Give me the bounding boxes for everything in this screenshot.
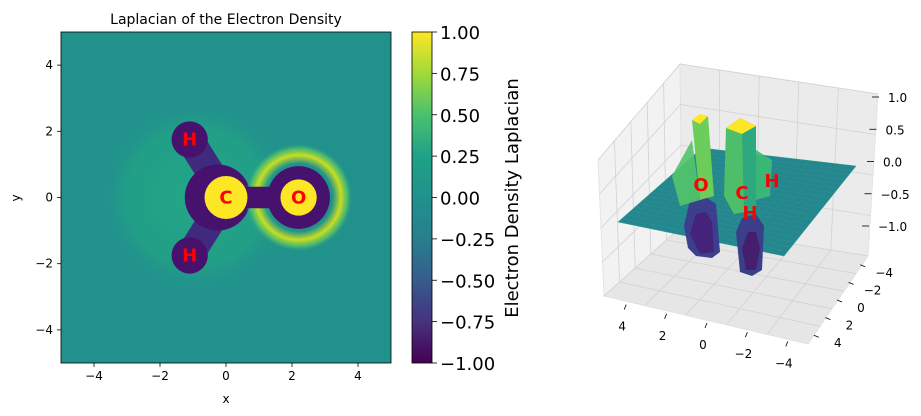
colorbar-tick-label: 0.00 <box>440 189 480 210</box>
heatmap-y-axis: −4 −2 0 2 4 <box>35 58 61 337</box>
surface-atom-label: H <box>764 171 779 192</box>
colorbar-tick-label: −0.75 <box>440 313 495 334</box>
x3d-tick-label: 0 <box>699 338 707 352</box>
surface-atom-label: H <box>742 203 757 224</box>
mesh-line <box>775 164 849 255</box>
grid-line <box>679 63 879 95</box>
x3d-tick-mark <box>785 341 789 347</box>
mesh-line <box>767 164 841 253</box>
z-tick-label: 0.5 <box>886 123 905 137</box>
x3d-tick-mark <box>704 322 708 329</box>
colorbar-tick-label: −0.50 <box>440 271 495 292</box>
surface-peak-left-top <box>692 114 708 124</box>
z-tick-label: 0.0 <box>883 156 902 170</box>
x-tick-label: 4 <box>354 369 362 383</box>
z-tick-label: −1.0 <box>878 220 907 234</box>
surface-atom-label: C <box>735 183 748 204</box>
heatmap-atom-label: O <box>291 188 306 209</box>
surface-peak-right-face <box>742 126 756 212</box>
colorbar-label: Electron Density Laplacian <box>502 78 523 318</box>
x3d-tick-mark <box>623 304 627 310</box>
mesh-line <box>697 151 853 171</box>
grid-line <box>603 225 683 297</box>
x3d-tick-label: −2 <box>735 347 753 361</box>
grid-line <box>766 249 832 335</box>
mesh-line <box>758 163 834 252</box>
grid-line <box>599 104 681 195</box>
surface-ridge-left <box>672 140 700 206</box>
heatmap-x-axis: −4 −2 0 2 4 <box>85 363 362 383</box>
surface-atom-label: O <box>693 175 708 196</box>
y3d-tick-mark <box>825 317 831 320</box>
grid-line <box>600 144 682 229</box>
colorbar-tick-label: −0.25 <box>440 230 495 251</box>
surface-x-axis: 4 2 0 −2 −4 <box>618 304 793 370</box>
x-tick-label: 0 <box>222 369 230 383</box>
colorbar-tick-label: 1.00 <box>440 23 480 44</box>
surface-y-axis: −4 −2 024 <box>813 264 893 350</box>
y3d-tick-label: −2 <box>864 283 882 297</box>
grid-line <box>635 267 833 310</box>
colorbar-tick-label: 0.75 <box>440 64 480 85</box>
heatmap-title: Laplacian of the Electron Density <box>110 12 342 28</box>
x3d-tick-mark <box>745 332 748 338</box>
heatmap-y-label: y <box>9 194 23 201</box>
y3d-tick-mark <box>836 299 843 303</box>
y-tick-label: 4 <box>45 58 53 72</box>
heatmap-atom-well-h <box>171 121 208 158</box>
grid-line <box>726 243 794 326</box>
grid-line <box>680 104 876 135</box>
heatmap-core-o <box>280 179 317 216</box>
z-tick-label: −0.5 <box>881 188 910 202</box>
x-tick-label: −2 <box>151 369 169 383</box>
grid-line <box>619 281 821 327</box>
surface-peak-left <box>692 116 714 200</box>
y-tick-label: 0 <box>45 191 53 205</box>
colorbar-tick-label: 0.25 <box>440 147 480 168</box>
heatmap-atom-well-h <box>171 237 208 274</box>
y-tick-label: 2 <box>45 124 53 138</box>
colorbar <box>411 31 433 364</box>
y3d-tick-mark <box>813 334 819 338</box>
heatmap-x-label: x <box>222 392 229 406</box>
grid-line <box>597 63 681 161</box>
y3d-tick-mark <box>860 264 866 268</box>
heatmap-atom-label: C <box>219 188 232 209</box>
x3d-tick-label: 2 <box>659 329 667 343</box>
surface-well-left-inner <box>690 212 714 254</box>
y3d-tick-label: 4 <box>834 336 842 350</box>
x3d-tick-label: −4 <box>775 356 793 370</box>
colorbar-tick-label: 0.50 <box>440 106 480 127</box>
y-tick-label: −4 <box>35 323 53 337</box>
x3d-tick-mark <box>664 313 667 319</box>
y3d-tick-mark <box>848 282 854 285</box>
heatmap-atom-labels: H C O H <box>182 130 306 267</box>
colorbar-ticks: 1.00 0.75 0.50 0.25 0.00 −0.25 −0.50 −0.75 −1.00 <box>432 23 495 375</box>
surface-atom-labels: O CHH <box>693 171 779 224</box>
y-tick-label: −2 <box>35 257 53 271</box>
heatmap-atom-label: H <box>182 130 197 151</box>
surface-ridge-right <box>756 150 772 200</box>
heatmap-atom-label: H <box>182 245 197 266</box>
heatmap-core-c <box>204 176 248 219</box>
heatmap-plot <box>61 32 391 363</box>
z-tick-label: 1.0 <box>888 91 907 105</box>
colorbar-tick-label: −1.00 <box>440 354 495 375</box>
surface-z-axis: 1.0 0.5 0.0 −0.5 −1.0 <box>862 91 910 234</box>
x-tick-label: −4 <box>85 369 103 383</box>
x-tick-label: 2 <box>288 369 296 383</box>
x3d-tick-label: 4 <box>618 320 626 334</box>
y3d-tick-label: 0 <box>857 301 865 315</box>
y3d-tick-label: −4 <box>875 266 893 280</box>
surface-well-right-inner <box>742 232 760 270</box>
y3d-tick-label: 2 <box>846 319 854 333</box>
surface-peak-right-top <box>726 118 756 134</box>
